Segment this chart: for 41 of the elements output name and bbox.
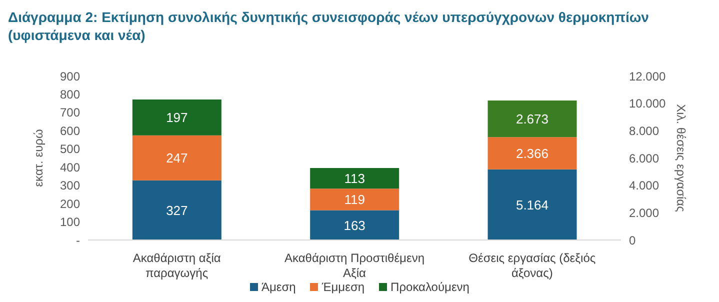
- y-tick-label: 900: [60, 69, 80, 84]
- legend-label: Άμεση: [260, 280, 296, 294]
- y-tick-label: 700: [60, 106, 80, 120]
- data-label: 5.164: [516, 197, 549, 212]
- y2-tick-label: 8.000: [629, 124, 660, 138]
- x-tick-label: Ακαθάριστη Προστιθέμενη Αξία: [284, 251, 424, 280]
- data-label: 2.673: [516, 111, 549, 126]
- data-label: 197: [166, 110, 188, 126]
- y2-tick-label: 4.000: [629, 178, 660, 193]
- x-tick-label: Θέσεις εργασίας (δεξιός άξονας): [468, 251, 596, 280]
- y-tick-label: 500: [60, 142, 80, 156]
- data-label: 247: [166, 150, 188, 166]
- y-tick-label: -: [76, 233, 80, 248]
- bar: [132, 135, 222, 180]
- y2-tick-label: 0: [629, 233, 636, 248]
- legend-label: Προκαλούμενη: [390, 280, 470, 294]
- legend-label: Έμμεση: [320, 280, 365, 294]
- y-tick-label: 400: [60, 160, 80, 174]
- bar: [310, 188, 400, 210]
- y2-axis-title: Χιλ. θέσεις εργασίας: [674, 104, 688, 212]
- data-label: 113: [344, 170, 365, 186]
- y-tick-label: 300: [60, 178, 80, 193]
- data-label: 327: [166, 202, 188, 218]
- bar: [132, 180, 222, 240]
- y-tick-label: 100: [60, 215, 80, 230]
- data-label: 163: [344, 218, 366, 233]
- y-axis-title: εκατ. ευρώ: [31, 129, 46, 187]
- y-tick-label: 200: [60, 196, 80, 211]
- bar: [132, 100, 222, 136]
- data-label: 119: [344, 192, 365, 208]
- data-label: 2.366: [516, 146, 549, 161]
- chart-title: Διάγραμμα 2: Εκτίμηση συνολικής δυνητικής συνεισφοράς νέων υπερσύγχρονων θερμοκηπίων (υφιστάμενα και νέα): [8, 8, 650, 45]
- y-tick-label: 600: [60, 124, 80, 138]
- x-tick-label: Ακαθάριστη αξία παραγωγής: [132, 251, 221, 280]
- y2-tick-label: 6.000: [629, 151, 660, 166]
- bar: [310, 210, 400, 240]
- y2-tick-label: 10.000: [629, 96, 666, 111]
- y2-tick-label: 12.000: [629, 69, 666, 84]
- bar: [310, 168, 400, 189]
- y-tick-label: 800: [60, 87, 80, 102]
- y2-tick-label: 2.000: [629, 206, 660, 220]
